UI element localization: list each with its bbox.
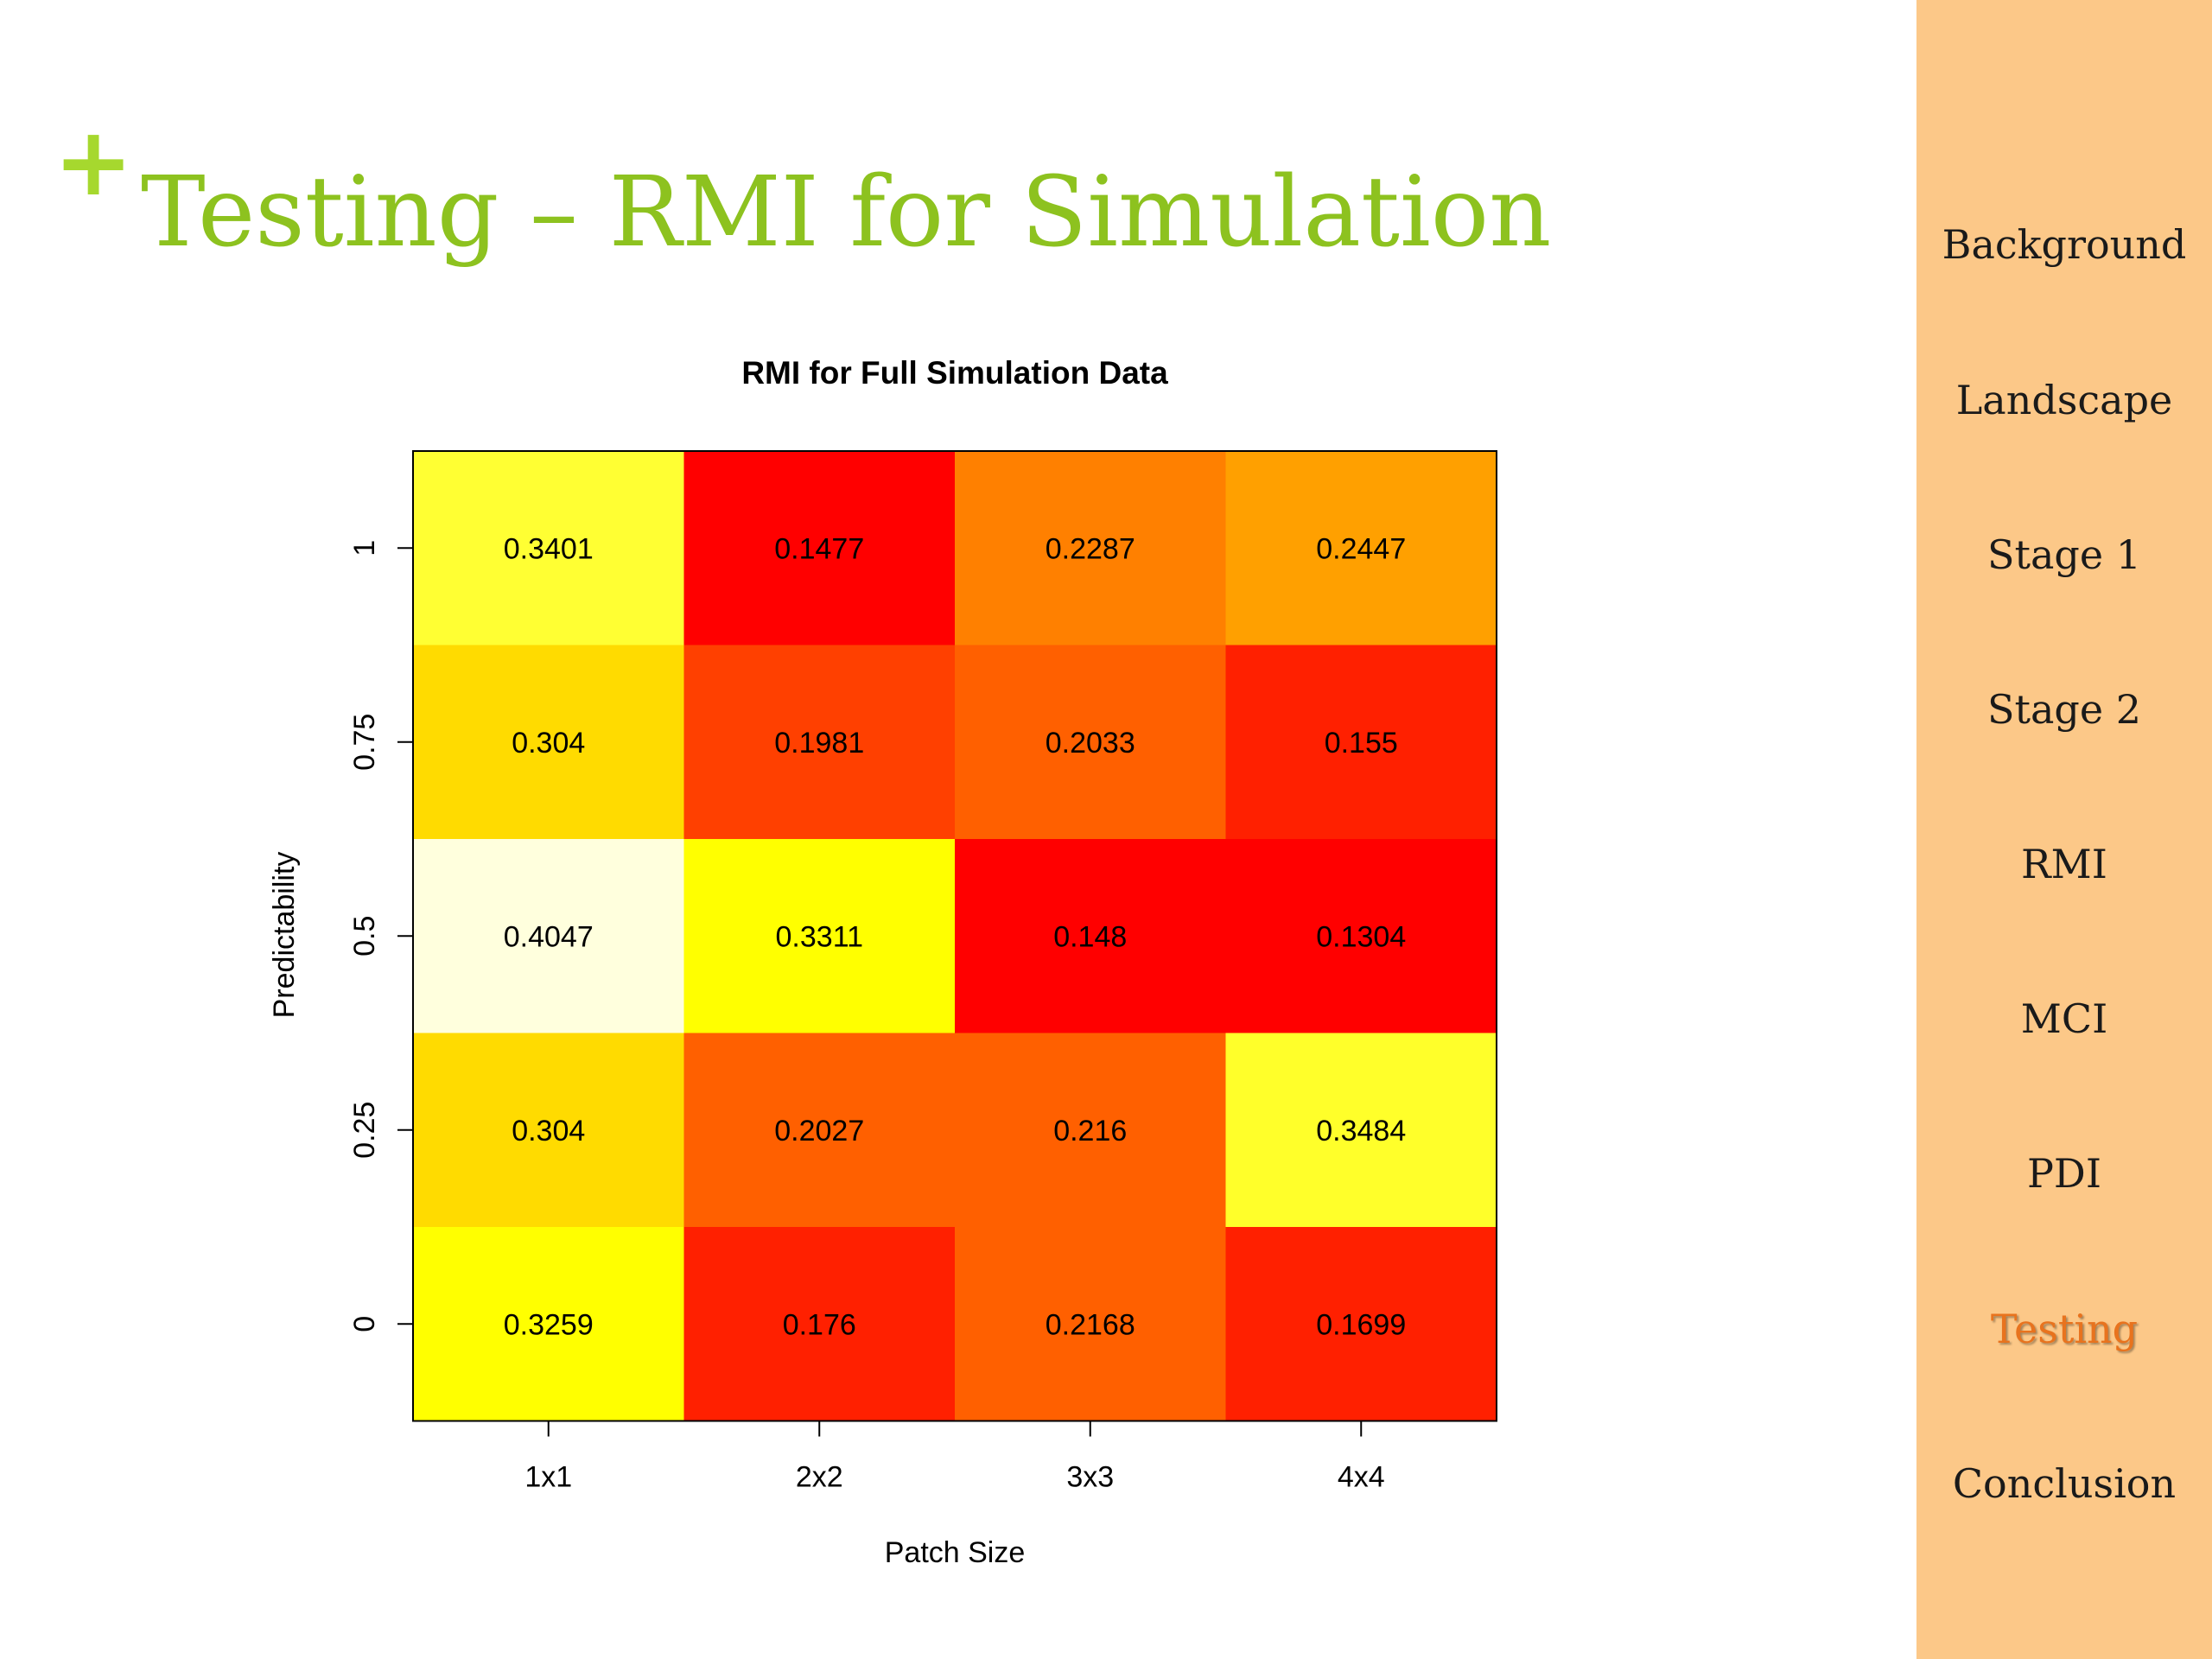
cell-value-label: 0.1304 (1316, 920, 1406, 953)
heatmap-cell (413, 645, 684, 840)
heatmap-cell (413, 451, 684, 645)
heatmap-cell (955, 839, 1226, 1033)
x-axis-label: Patch Size (885, 1536, 1026, 1569)
sidebar-item-landscape[interactable]: Landscape (1955, 377, 2173, 423)
heatmap-cell (683, 1033, 956, 1228)
heatmap-cell (1225, 1033, 1497, 1228)
heatmap-cell (955, 1033, 1226, 1228)
heatmap-cell (955, 451, 1226, 645)
heatmap-cell (1225, 839, 1497, 1033)
cell-value-label: 0.304 (512, 727, 585, 760)
sidebar-item-rmi[interactable]: RMI (2021, 841, 2107, 887)
cell-value-label: 0.1477 (774, 532, 864, 565)
heatmap-cell (1225, 645, 1497, 840)
heatmap-cell (955, 1227, 1226, 1421)
y-tick-label: 1 (348, 540, 381, 556)
y-axis-label: Predictability (268, 852, 301, 1019)
cell-value-label: 0.2168 (1046, 1308, 1135, 1341)
x-tick-label: 2x2 (796, 1461, 843, 1494)
cell-value-label: 0.155 (1325, 727, 1398, 760)
heatmap-cell (955, 645, 1226, 840)
heatmap-chart: RMI for Full Simulation Data 0.3401 0.147… (268, 355, 1497, 1569)
cell-value-label: 0.2447 (1316, 532, 1406, 565)
heatmap-cell (1225, 451, 1497, 645)
cell-value-label: 0.3311 (776, 920, 863, 953)
sidebar-item-conclusion[interactable]: Conclusion (1952, 1460, 2177, 1507)
sidebar-item-stage-2[interactable]: Stage 2 (1987, 686, 2141, 733)
cell-value-label: 0.1981 (774, 727, 864, 760)
heatmap-cell (413, 1033, 684, 1228)
cell-value-label: 0.2027 (774, 1115, 864, 1147)
cell-value-label: 0.2287 (1046, 532, 1135, 565)
cell-value-label: 0.1699 (1316, 1308, 1406, 1341)
cell-value-label: 0.2033 (1046, 727, 1135, 760)
cell-value-label: 0.176 (783, 1308, 856, 1341)
heatmap-cell (413, 1227, 684, 1421)
cell-value-label: 0.148 (1053, 920, 1127, 953)
sidebar-item-stage-1[interactable]: Stage 1 (1987, 531, 2141, 578)
sidebar-item-testing[interactable]: Testing (1990, 1306, 2139, 1352)
x-tick-label: 1x1 (524, 1461, 572, 1494)
heatmap-cell (1225, 1227, 1497, 1421)
heatmap-cell (683, 839, 956, 1033)
cell-value-label: 0.216 (1053, 1115, 1127, 1147)
cell-value-label: 0.4047 (504, 920, 594, 953)
sidebar-nav: Background Landscape Stage 1 Stage 2 RMI MCI P… (1916, 0, 2212, 1659)
y-tick-label: 0.25 (348, 1102, 381, 1159)
heatmap-cell (683, 645, 956, 840)
heatmap-cell (683, 451, 956, 645)
sidebar-item-background[interactable]: Background (1942, 221, 2187, 268)
x-tick-label: 4x4 (1338, 1461, 1385, 1494)
y-tick-label: 0 (348, 1316, 381, 1332)
cell-value-label: 0.3401 (504, 532, 594, 565)
cell-value-label: 0.3259 (504, 1308, 594, 1341)
plus-icon: + (54, 106, 134, 217)
sidebar-item-mci[interactable]: MCI (2020, 995, 2108, 1042)
y-tick-label: 0.5 (348, 916, 381, 957)
cell-value-label: 0.304 (512, 1115, 585, 1147)
cell-value-label: 0.3484 (1316, 1115, 1406, 1147)
heatmap-cell (413, 839, 684, 1033)
chart-title: RMI for Full Simulation Data (741, 355, 1168, 391)
y-tick-label: 0.75 (348, 714, 381, 771)
heatmap-cell (683, 1227, 956, 1421)
sidebar-item-pdi[interactable]: PDI (2026, 1150, 2101, 1197)
slide-title: Testing – RMI for Simulation (141, 156, 1552, 269)
x-tick-label: 3x3 (1066, 1461, 1114, 1494)
